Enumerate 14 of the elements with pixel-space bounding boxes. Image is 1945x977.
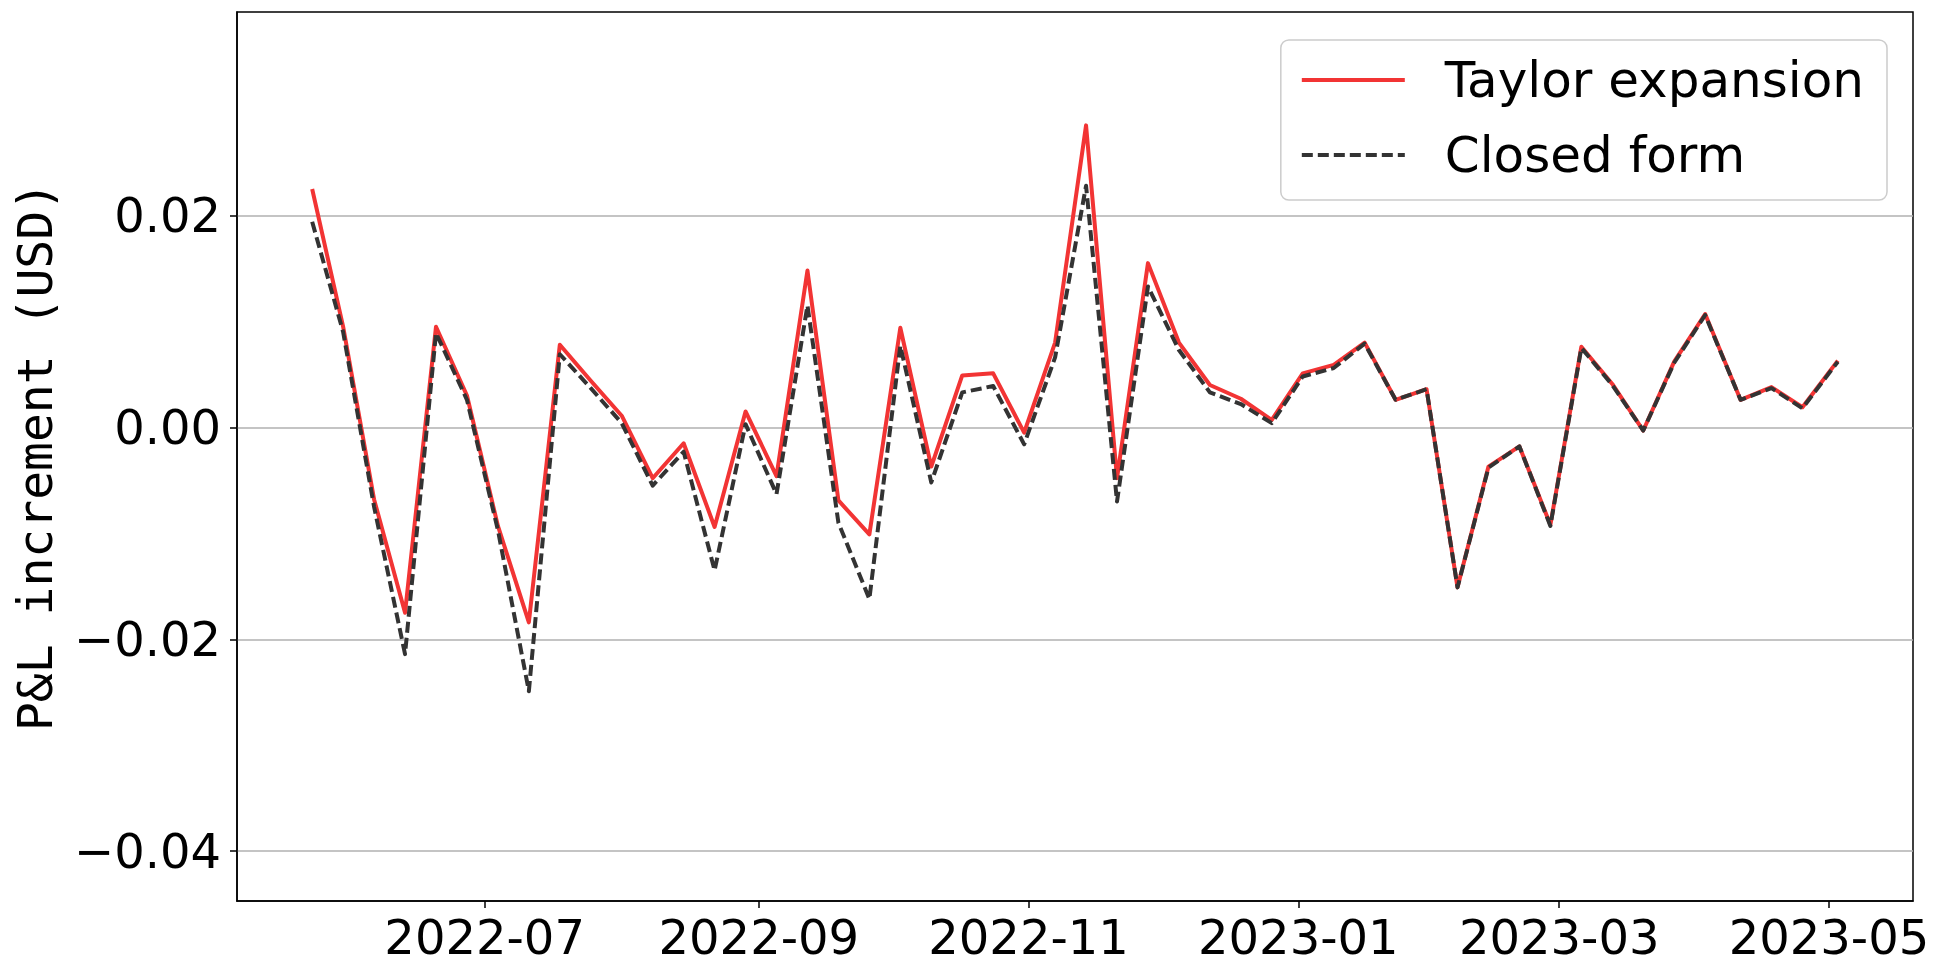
x-tick-label: 2023-03 [1458,909,1660,965]
x-tick-label: 2022-07 [384,909,585,965]
y-tick-label: −0.04 [73,823,221,880]
x-tick-label: 2022-11 [928,909,1129,965]
x-tick-label: 2023-01 [1198,909,1399,965]
legend-label: Taylor expansion [1443,51,1865,109]
y-axis-title: P&L increment (USD) [7,181,63,732]
x-tick-label: 2023-05 [1728,909,1930,965]
y-tick-label: 0.02 [114,187,221,244]
line-series [310,183,1840,694]
y-tick-label: 0.00 [114,399,221,456]
x-tick-label: 2022-09 [658,909,860,965]
legend-label: Closed form [1444,126,1746,184]
y-tick-label: −0.02 [73,611,221,668]
